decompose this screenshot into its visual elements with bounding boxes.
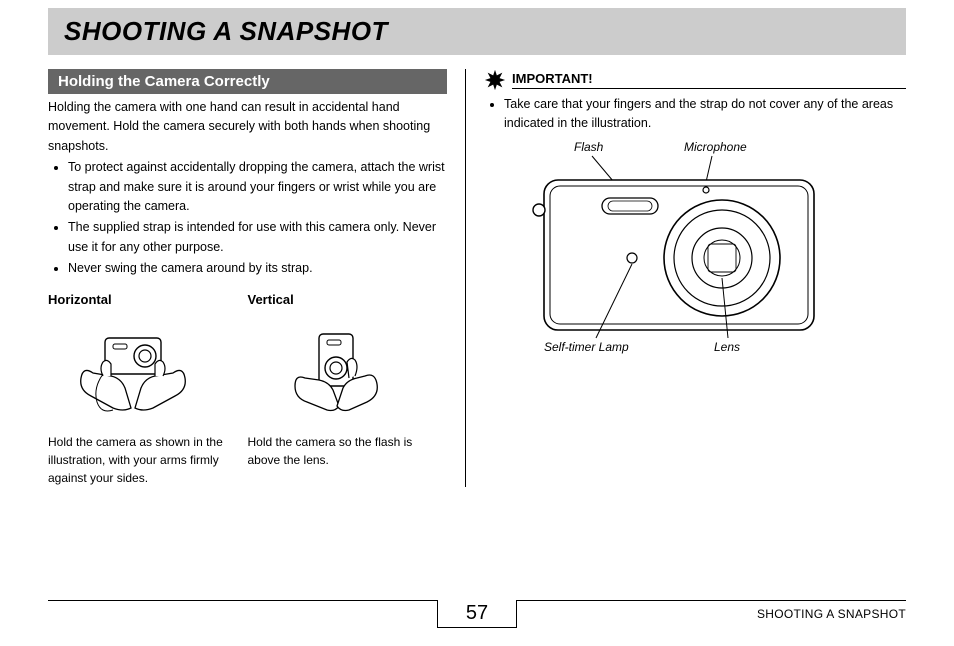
orientation-title: Vertical — [248, 292, 448, 307]
list-item: Never swing the camera around by its str… — [68, 259, 447, 278]
page-title: SHOOTING A SNAPSHOT — [64, 16, 890, 47]
important-list: Take care that your fingers and the stra… — [484, 95, 906, 134]
list-item: The supplied strap is intended for use w… — [68, 218, 447, 257]
orientation-row: Horizontal — [48, 292, 447, 487]
footer-title: SHOOTING A SNAPSHOT — [757, 607, 906, 621]
orientation-caption: Hold the camera so the flash is above th… — [248, 433, 448, 469]
intro-paragraph: Holding the camera with one hand can res… — [48, 98, 447, 156]
important-label: IMPORTANT! — [512, 71, 906, 89]
important-heading-row: IMPORTANT! — [484, 69, 906, 91]
tips-list: To protect against accidentally dropping… — [48, 158, 447, 278]
column-right: IMPORTANT! Take care that your fingers a… — [466, 69, 906, 487]
page-footer: 57 SHOOTING A SNAPSHOT — [48, 600, 906, 630]
manual-page: SHOOTING A SNAPSHOT Holding the Camera C… — [0, 0, 954, 487]
section-heading: Holding the Camera Correctly — [48, 69, 447, 94]
illustration-horizontal — [48, 315, 218, 425]
orientation-horizontal: Horizontal — [48, 292, 248, 487]
hands-camera-vertical-icon — [263, 318, 403, 423]
title-bar: SHOOTING A SNAPSHOT — [48, 8, 906, 55]
page-number: 57 — [437, 600, 517, 628]
list-item: To protect against accidentally dropping… — [68, 158, 447, 216]
illustration-vertical — [248, 315, 418, 425]
hands-camera-horizontal-icon — [53, 318, 213, 423]
camera-diagram: Flash Microphone Self-timer Lamp Lens — [484, 140, 864, 360]
starburst-icon — [484, 69, 506, 91]
column-left: Holding the Camera Correctly Holding the… — [48, 69, 466, 487]
content-columns: Holding the Camera Correctly Holding the… — [48, 69, 906, 487]
orientation-caption: Hold the camera as shown in the illustra… — [48, 433, 248, 487]
orientation-vertical: Vertical — [248, 292, 448, 487]
camera-front-icon — [484, 140, 864, 360]
orientation-title: Horizontal — [48, 292, 248, 307]
footer-rule: 57 SHOOTING A SNAPSHOT — [48, 600, 906, 630]
list-item: Take care that your fingers and the stra… — [504, 95, 906, 134]
